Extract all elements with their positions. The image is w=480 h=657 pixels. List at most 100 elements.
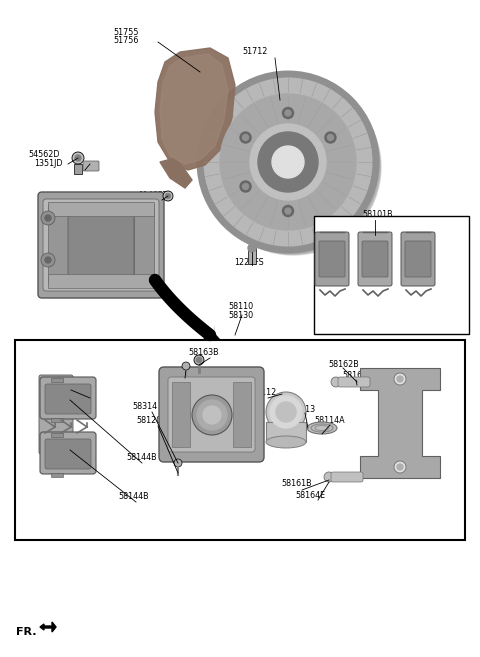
Text: 58164E: 58164E [342,371,372,380]
Ellipse shape [307,422,337,434]
Circle shape [242,183,249,189]
Circle shape [205,79,381,255]
Bar [314,216,469,334]
Text: 58130: 58130 [228,311,253,320]
Text: 58314: 58314 [132,402,157,411]
Bar [51,378,63,382]
Ellipse shape [266,436,306,448]
Circle shape [75,155,81,161]
Bar [248,248,256,264]
Circle shape [324,472,334,482]
Text: 51712: 51712 [242,47,268,56]
Text: 58113: 58113 [290,405,315,414]
FancyBboxPatch shape [319,241,345,277]
FancyBboxPatch shape [40,377,96,419]
Text: 58162B: 58162B [328,360,359,369]
Text: 58180: 58180 [44,384,69,393]
Circle shape [394,461,406,473]
Text: 58114A: 58114A [314,416,345,425]
Text: 58125: 58125 [166,369,192,378]
Circle shape [250,124,326,200]
Polygon shape [155,48,235,170]
Polygon shape [160,158,192,188]
Text: 58161B: 58161B [281,479,312,488]
FancyBboxPatch shape [38,192,164,298]
FancyBboxPatch shape [401,232,435,286]
Circle shape [397,376,403,382]
Circle shape [285,110,291,116]
FancyBboxPatch shape [168,377,255,452]
Circle shape [201,75,377,251]
FancyBboxPatch shape [159,367,264,462]
Circle shape [192,395,232,435]
Circle shape [197,400,227,430]
Circle shape [41,211,55,225]
Circle shape [258,132,318,192]
FancyBboxPatch shape [40,432,96,474]
Circle shape [196,357,202,363]
Text: 58112: 58112 [251,388,276,397]
Bar [48,274,154,288]
Circle shape [283,206,293,217]
Circle shape [240,181,251,192]
Circle shape [242,135,249,141]
FancyBboxPatch shape [405,241,431,277]
Circle shape [394,373,406,385]
Circle shape [166,194,170,198]
Bar [74,164,82,174]
Circle shape [220,94,356,230]
Text: 58101B: 58101B [362,210,393,219]
FancyBboxPatch shape [362,241,388,277]
Bar [134,204,154,284]
Circle shape [194,355,204,365]
Circle shape [174,459,182,467]
FancyBboxPatch shape [331,472,363,482]
Text: 58120: 58120 [136,416,161,425]
Circle shape [285,208,291,214]
Text: 1140FZ: 1140FZ [138,191,168,200]
FancyBboxPatch shape [39,375,73,454]
Text: 58144B: 58144B [126,453,156,462]
Circle shape [266,392,306,432]
Circle shape [272,146,304,178]
FancyBboxPatch shape [315,232,349,286]
FancyBboxPatch shape [45,384,91,414]
Circle shape [276,402,296,422]
FancyBboxPatch shape [68,208,134,280]
Circle shape [200,74,376,250]
Circle shape [45,257,51,263]
Text: 54562D: 54562D [28,150,60,159]
Text: 58110: 58110 [228,302,253,311]
Bar [266,422,306,442]
Bar [48,202,154,216]
FancyBboxPatch shape [338,377,370,387]
Bar [172,382,190,447]
Circle shape [331,377,341,387]
Text: FR.: FR. [16,627,36,637]
FancyBboxPatch shape [43,199,159,291]
Bar [51,433,63,437]
Text: 58164E: 58164E [295,491,325,500]
Polygon shape [40,622,56,632]
Circle shape [202,76,378,252]
Bar [15,340,465,540]
Circle shape [41,253,55,267]
Text: 58144B: 58144B [118,492,149,501]
Bar [48,204,68,284]
Circle shape [182,362,190,370]
Text: 51755: 51755 [113,28,139,37]
Circle shape [204,78,380,254]
Text: 58181: 58181 [44,393,69,402]
Text: 1220FS: 1220FS [234,258,264,267]
Circle shape [248,244,256,252]
Text: 51756: 51756 [113,36,139,45]
Polygon shape [204,327,220,340]
Circle shape [327,135,334,141]
Circle shape [203,77,379,253]
Circle shape [240,132,251,143]
Circle shape [203,406,221,424]
Polygon shape [160,54,228,164]
Text: 1351JD: 1351JD [34,159,62,168]
Circle shape [45,215,51,221]
Polygon shape [360,368,440,478]
